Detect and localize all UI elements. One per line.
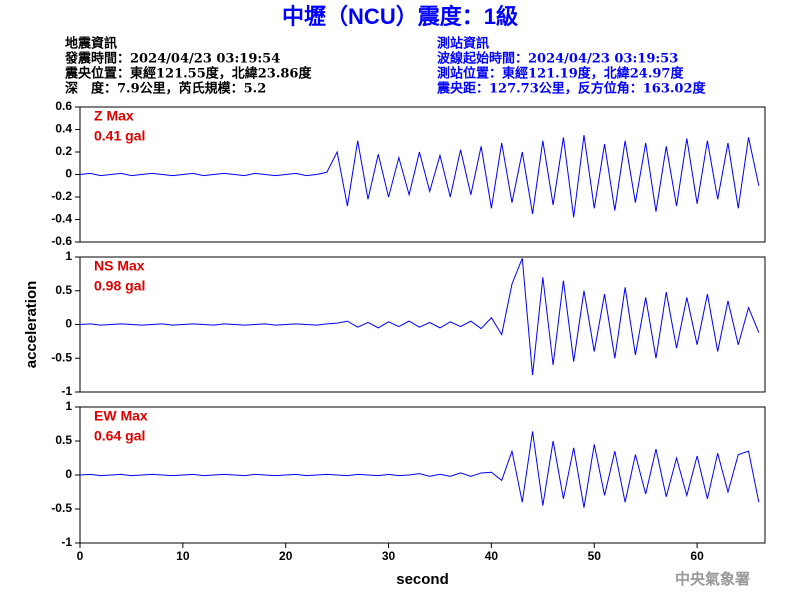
station-line: 震央距：127.73公里，反方位角：163.02度 [436, 81, 707, 97]
x-tick-label: 10 [176, 549, 190, 563]
info-line: 深 度：7.9公里，芮氏規模：5.2 [65, 81, 266, 97]
title: 中壢（NCU）震度：1級 [282, 4, 518, 29]
max-label: 0.98 gal [94, 278, 145, 294]
y-tick-label: -0.5 [51, 501, 72, 515]
y-tick-label: 0.2 [55, 144, 72, 158]
y-tick-label: -0.6 [51, 234, 72, 248]
station-line: 波線起始時間：2024/04/23 03:19:53 [437, 51, 678, 67]
channel-label: NS Max [94, 258, 145, 274]
max-label: 0.64 gal [94, 428, 145, 444]
info-line: 震央位置：東經121.55度，北緯23.86度 [64, 66, 312, 82]
channel-label: Z Max [94, 108, 134, 124]
x-axis-label: second [396, 571, 449, 588]
x-tick-label: 60 [690, 549, 704, 563]
info-line: 地震資訊 [65, 36, 117, 52]
waveform [79, 258, 760, 376]
y-tick-label: -0.5 [51, 350, 72, 364]
x-tick-label: 30 [382, 549, 396, 563]
waveform [79, 135, 760, 218]
y-axis-label: acceleration [23, 281, 40, 369]
y-tick-label: 1 [65, 399, 72, 413]
station-line: 測站位置：東經121.19度，北緯24.97度 [437, 66, 684, 82]
footer: 中央氣象署 [675, 570, 750, 588]
station-line: 測站資訊 [437, 36, 489, 52]
waveform [79, 431, 760, 508]
y-tick-label: 0.6 [55, 99, 72, 113]
max-label: 0.41 gal [94, 128, 145, 144]
y-tick-label: -1 [61, 384, 72, 398]
y-tick-label: 0 [65, 167, 72, 181]
x-tick-label: 20 [279, 549, 293, 563]
y-tick-label: -0.2 [51, 189, 72, 203]
y-tick-label: -0.4 [51, 212, 72, 226]
x-tick-label: 0 [77, 549, 84, 563]
y-tick-label: 0 [65, 317, 72, 331]
y-tick-label: 1 [65, 249, 72, 263]
x-tick-label: 40 [485, 549, 499, 563]
channel-label: EW Max [94, 408, 148, 424]
y-tick-label: 0.5 [55, 433, 72, 447]
y-tick-label: 0.5 [55, 283, 72, 297]
info-line: 發震時間：2024/04/23 03:19:54 [64, 51, 280, 67]
y-tick-label: 0.4 [55, 122, 72, 136]
y-tick-label: -1 [61, 535, 72, 549]
x-tick-label: 50 [588, 549, 602, 563]
y-tick-label: 0 [65, 467, 72, 481]
